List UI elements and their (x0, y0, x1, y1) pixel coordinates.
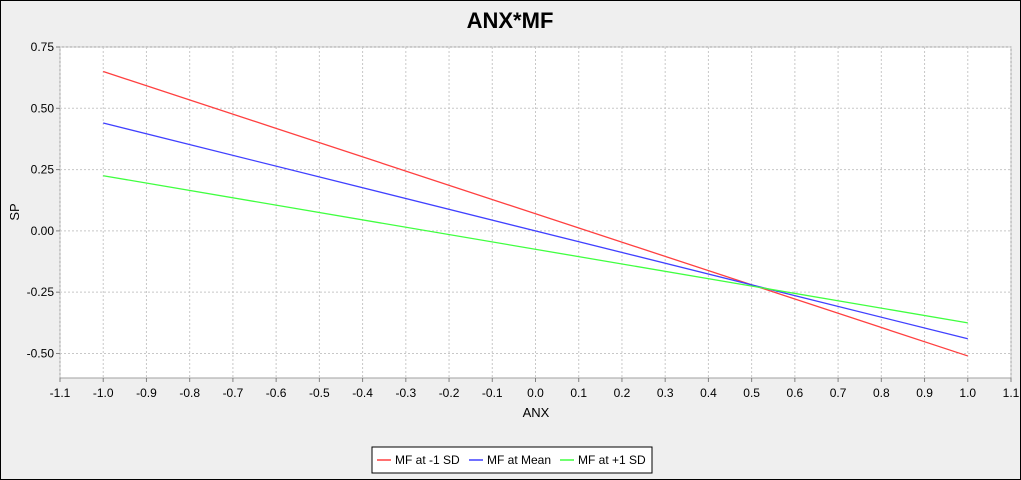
y-axis-ticks: 0.75 0.50 0.25 0.00 -0.25 -0.50 (27, 40, 60, 360)
x-axis-ticks: -1.1 -1.0 -0.9 -0.8 -0.7 -0.6 -0.5 -0.4 -0.3 -0.2… (50, 378, 1020, 400)
x-tick-label: -1.0 (93, 386, 114, 400)
x-tick-label: 0.5 (743, 386, 760, 400)
x-tick-label: -0.9 (136, 386, 157, 400)
x-tick-label: 0.1 (570, 386, 587, 400)
x-tick-label: 0.2 (614, 386, 631, 400)
y-tick-label: 0.00 (31, 224, 55, 238)
x-tick-label: -0.2 (439, 386, 460, 400)
x-tick-label: -0.5 (309, 386, 330, 400)
y-tick-label: 0.50 (31, 101, 55, 115)
series-line-2 (103, 122, 968, 340)
y-axis-label: SP (7, 203, 22, 220)
y-tick-label: 0.75 (31, 40, 55, 54)
x-tick-label: 1.1 (1003, 386, 1020, 400)
x-tick-label: 0.6 (787, 386, 804, 400)
x-tick-label: 0.9 (916, 386, 933, 400)
legend-item-label: MF at Mean (487, 453, 551, 467)
x-tick-label: -0.7 (223, 386, 244, 400)
x-tick-label: -0.1 (482, 386, 503, 400)
x-tick-label: -0.8 (179, 386, 200, 400)
legend-item-label: MF at +1 SD (578, 453, 646, 467)
x-tick-label: -0.6 (266, 386, 287, 400)
x-tick-label: -0.4 (352, 386, 373, 400)
series-lines (103, 70, 968, 357)
x-tick-label: 0.7 (830, 386, 847, 400)
x-tick-label: 0.8 (873, 386, 890, 400)
chart-title: ANX*MF (467, 8, 554, 33)
x-tick-label: -1.1 (50, 386, 71, 400)
legend-item-label: MF at -1 SD (395, 453, 460, 467)
x-tick-label: 0.0 (527, 386, 544, 400)
x-tick-label: -0.3 (395, 386, 416, 400)
grid (59, 46, 1012, 378)
series-line-3 (103, 175, 968, 324)
y-tick-label: -0.50 (27, 346, 55, 360)
legend-box (371, 446, 653, 474)
y-tick-label: -0.25 (27, 285, 55, 299)
legend: MF at -1 SD MF at Mean MF at +1 SD (377, 453, 646, 467)
x-axis-label: ANX (523, 405, 550, 420)
x-tick-label: 0.4 (700, 386, 717, 400)
series-line-1 (103, 70, 968, 357)
y-tick-label: 0.25 (31, 163, 55, 177)
x-tick-label: 0.3 (657, 386, 674, 400)
x-tick-label: 1.0 (959, 386, 976, 400)
